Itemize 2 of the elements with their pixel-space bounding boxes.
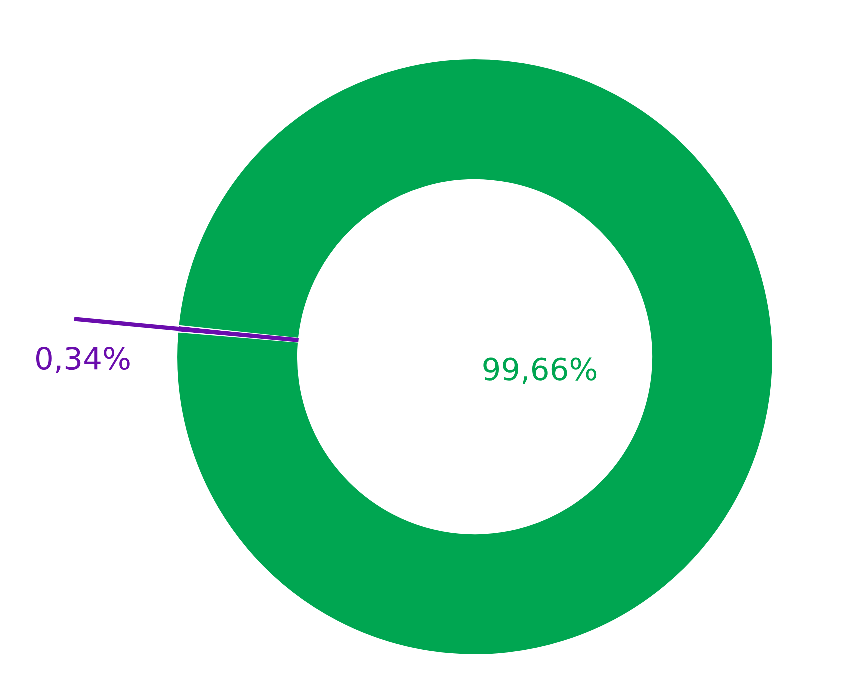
data-label: 0,34%	[36, 346, 130, 374]
data-label: 99,66%	[484, 358, 597, 384]
